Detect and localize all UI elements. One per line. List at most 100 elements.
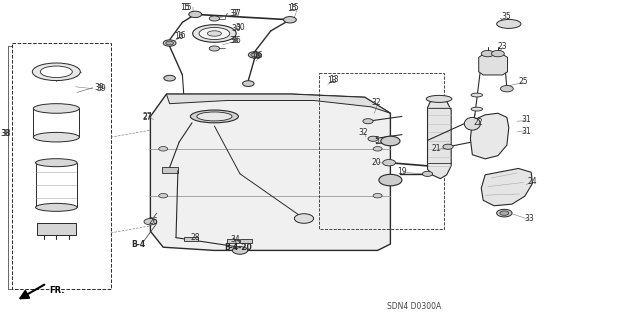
Text: 15: 15 <box>287 4 296 13</box>
Polygon shape <box>150 94 390 250</box>
Text: 39: 39 <box>95 83 104 92</box>
Ellipse shape <box>197 112 232 121</box>
Text: 22: 22 <box>474 118 483 127</box>
Ellipse shape <box>471 107 483 111</box>
Text: 31: 31 <box>522 115 531 124</box>
Circle shape <box>363 119 373 124</box>
Ellipse shape <box>207 31 221 36</box>
Text: 36: 36 <box>229 36 239 45</box>
Ellipse shape <box>471 93 483 97</box>
Text: 13: 13 <box>328 76 337 85</box>
Circle shape <box>422 171 433 176</box>
Bar <box>37 223 76 235</box>
Circle shape <box>383 160 396 166</box>
Circle shape <box>500 211 509 215</box>
Circle shape <box>294 214 314 223</box>
Circle shape <box>368 136 378 141</box>
Text: 23: 23 <box>498 42 508 51</box>
Circle shape <box>232 247 248 254</box>
Text: 21: 21 <box>432 144 442 153</box>
Circle shape <box>209 46 220 51</box>
Circle shape <box>379 174 402 186</box>
Circle shape <box>159 193 168 198</box>
Text: 37: 37 <box>229 9 239 18</box>
Bar <box>227 239 239 243</box>
Ellipse shape <box>426 95 452 102</box>
Polygon shape <box>470 113 509 159</box>
Ellipse shape <box>40 66 72 78</box>
Bar <box>162 167 178 173</box>
Text: SDN4 D0300A: SDN4 D0300A <box>387 302 442 311</box>
Text: 20: 20 <box>371 158 381 167</box>
Ellipse shape <box>35 204 77 211</box>
Text: 34: 34 <box>230 235 240 244</box>
Text: 30: 30 <box>232 24 241 33</box>
Ellipse shape <box>193 25 236 42</box>
Text: 28: 28 <box>191 233 200 242</box>
Text: 36: 36 <box>232 36 241 45</box>
Circle shape <box>492 50 504 57</box>
Text: 16: 16 <box>174 32 184 41</box>
Text: 30: 30 <box>236 23 245 32</box>
Text: 16: 16 <box>253 51 262 60</box>
Circle shape <box>189 11 202 18</box>
Circle shape <box>443 144 453 149</box>
Text: 27: 27 <box>142 113 152 122</box>
Polygon shape <box>428 97 451 179</box>
Text: 15: 15 <box>289 4 299 12</box>
Circle shape <box>284 17 296 23</box>
Bar <box>240 239 252 243</box>
Text: 38: 38 <box>1 130 11 138</box>
Text: 15: 15 <box>182 3 191 11</box>
Circle shape <box>144 219 157 225</box>
Circle shape <box>163 40 176 46</box>
Circle shape <box>243 81 254 86</box>
Text: 39: 39 <box>96 84 106 93</box>
Text: 15: 15 <box>180 4 190 12</box>
Text: 13: 13 <box>330 75 339 84</box>
Circle shape <box>164 75 175 81</box>
Bar <box>184 237 198 241</box>
Circle shape <box>166 41 173 45</box>
Bar <box>12 43 111 289</box>
Ellipse shape <box>35 159 77 167</box>
Text: FR.: FR. <box>49 286 65 295</box>
Text: B-4: B-4 <box>131 241 145 249</box>
Ellipse shape <box>191 110 238 123</box>
Polygon shape <box>481 168 532 206</box>
Ellipse shape <box>33 132 79 142</box>
Ellipse shape <box>32 63 81 81</box>
Circle shape <box>373 146 382 151</box>
Text: 37: 37 <box>232 9 241 18</box>
Ellipse shape <box>199 27 230 40</box>
Polygon shape <box>479 54 508 75</box>
Text: 31: 31 <box>522 127 531 136</box>
Text: 16: 16 <box>251 52 260 61</box>
Text: 32: 32 <box>358 128 368 137</box>
Text: 35: 35 <box>502 12 511 21</box>
Text: 19: 19 <box>397 167 406 176</box>
Circle shape <box>209 16 220 21</box>
Circle shape <box>159 146 168 151</box>
Ellipse shape <box>465 117 480 130</box>
Text: 33: 33 <box>525 214 534 223</box>
Circle shape <box>251 53 259 57</box>
Circle shape <box>481 50 494 57</box>
Ellipse shape <box>33 104 79 113</box>
Circle shape <box>497 209 512 217</box>
Text: 5: 5 <box>374 136 380 145</box>
Bar <box>319 73 444 229</box>
Ellipse shape <box>497 19 521 28</box>
Circle shape <box>248 52 261 58</box>
Text: 25: 25 <box>518 77 528 86</box>
Text: 38: 38 <box>1 130 10 138</box>
Circle shape <box>500 85 513 92</box>
Circle shape <box>381 136 400 146</box>
Circle shape <box>373 193 382 198</box>
Text: B-4-20: B-4-20 <box>224 243 252 252</box>
Polygon shape <box>166 94 390 113</box>
Text: 24: 24 <box>528 177 538 186</box>
Text: 16: 16 <box>176 31 186 40</box>
Text: 26: 26 <box>148 217 158 226</box>
Text: 32: 32 <box>371 98 381 107</box>
